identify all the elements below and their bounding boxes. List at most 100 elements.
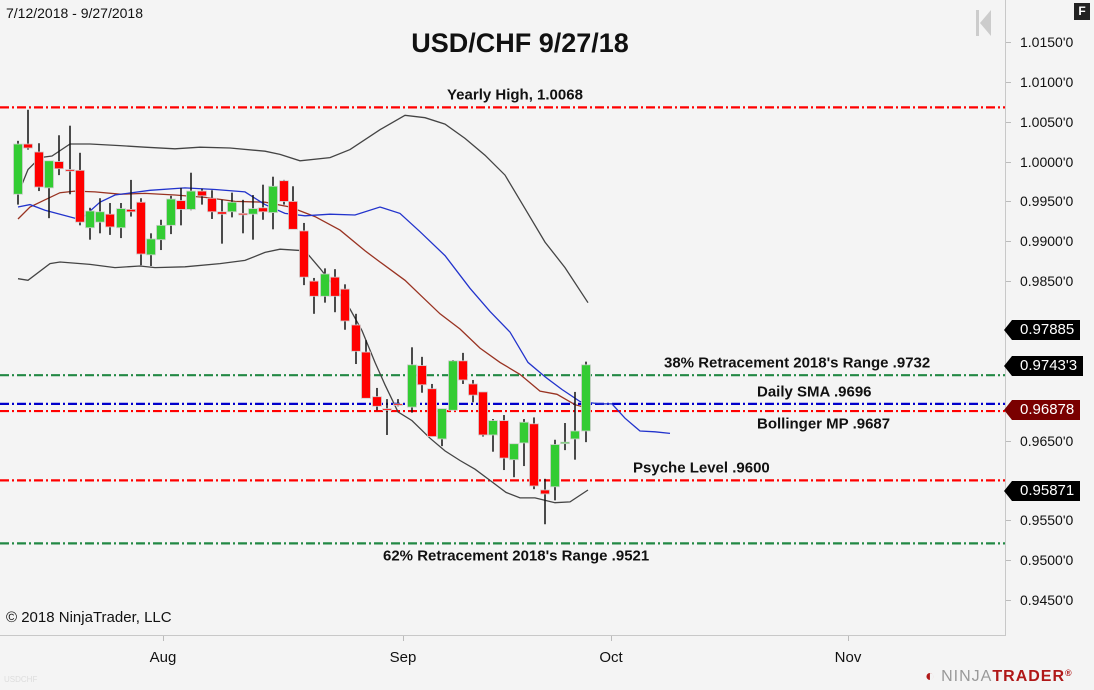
candle-down [238, 212, 248, 216]
candle-up [320, 273, 330, 297]
candle-up [570, 430, 580, 440]
instrument-watermark: USDCHF [4, 675, 38, 684]
candle-up [13, 143, 23, 195]
candle-down [361, 351, 371, 399]
price-chart[interactable] [0, 0, 1006, 636]
candle-up [44, 160, 54, 189]
candle-down [382, 408, 392, 411]
candle-up [437, 408, 447, 440]
candle-up [488, 420, 498, 436]
candle-down [288, 201, 298, 230]
level-label: 38% Retracement 2018's Range .9732 [664, 354, 931, 372]
y-tick-label: 1.0000'0 [1020, 153, 1074, 170]
y-tick-mark [1006, 440, 1011, 442]
candle-down [340, 288, 350, 322]
candle-up [116, 208, 126, 229]
indicator-line [17, 248, 589, 504]
y-tick-mark [1006, 560, 1011, 562]
candle-down [217, 211, 227, 215]
candle-up [186, 190, 196, 210]
candle-up [519, 421, 529, 444]
y-tick-label: 1.0100'0 [1020, 73, 1074, 90]
y-tick-mark [1006, 42, 1011, 43]
candle-down [309, 280, 319, 297]
y-tick-label: 1.0150'0 [1020, 34, 1074, 50]
chart-title: USD/CHF 9/27/18 [411, 28, 629, 58]
level-label: Bollinger MP .9687 [757, 415, 891, 433]
f-button[interactable]: F [1074, 3, 1090, 20]
logo-text-trader: TRADER [992, 668, 1066, 685]
x-tick-mark [403, 636, 404, 641]
candle-down [23, 143, 33, 149]
candle-up [166, 198, 176, 226]
y-tick-label: 0.9450'0 [1020, 591, 1074, 608]
x-tick-label: Sep [389, 649, 417, 666]
candle-up [248, 208, 258, 215]
candle-up [581, 364, 591, 432]
candle-down [126, 208, 136, 213]
price-marker: 0.97885 [1003, 320, 1081, 341]
y-tick-label: 0.9650'0 [1020, 432, 1074, 449]
x-tick-label: Nov [834, 649, 862, 666]
candle-down [65, 169, 75, 172]
y-tick-label: 0.9900'0 [1020, 233, 1074, 250]
candle-up [550, 444, 560, 488]
candle-up [156, 224, 166, 241]
price-marker: 0.96878 [1003, 400, 1081, 421]
candle-down [258, 207, 268, 213]
candle-down [299, 230, 309, 278]
level-label: Daily SMA .9696 [757, 383, 872, 401]
scroll-to-start-icon[interactable] [976, 10, 992, 41]
candle-up [95, 211, 105, 223]
candle-down [458, 360, 468, 381]
date-range: 7/12/2018 - 9/27/2018 [6, 5, 144, 21]
y-tick-label: 1.0050'0 [1020, 113, 1074, 130]
candle-down [529, 423, 539, 487]
y-tick-mark [1006, 520, 1011, 522]
level-label: Yearly High, 1.0068 [447, 86, 583, 104]
indicator-line [17, 114, 589, 304]
candle-down [54, 161, 64, 170]
candle-down [351, 324, 361, 352]
candle-down [136, 201, 146, 255]
candle-down [478, 391, 488, 436]
candle-down [372, 396, 382, 407]
candle-down [34, 151, 44, 188]
y-tick-mark [1006, 81, 1011, 83]
x-tick-label: Oct [599, 649, 623, 666]
candle-up [146, 238, 156, 256]
candle-up [268, 185, 278, 213]
candle-down [427, 388, 437, 437]
x-tick-mark [163, 636, 164, 641]
candle-up [85, 210, 95, 229]
level-label: 62% Retracement 2018's Range .9521 [383, 547, 650, 565]
candle-down [393, 403, 403, 406]
y-tick-mark [1006, 121, 1011, 123]
candle-down [75, 169, 85, 223]
y-tick-label: 0.9850'0 [1020, 273, 1074, 290]
x-tick-mark [611, 636, 612, 641]
y-tick-mark [1006, 241, 1011, 243]
candle-up [448, 360, 458, 411]
candle-up [227, 201, 237, 213]
x-tick-label: Aug [149, 649, 177, 666]
y-tick-label: 0.9500'0 [1020, 552, 1074, 569]
candle-down [499, 420, 509, 459]
logo-icon: ◐ [925, 668, 936, 685]
candle-down [468, 383, 478, 396]
y-tick-label: 0.9950'0 [1020, 193, 1074, 210]
candle-down [330, 276, 340, 297]
x-tick-mark [848, 636, 849, 641]
y-tick-mark [1006, 201, 1011, 203]
candle-up [407, 364, 417, 408]
candle-down [207, 197, 217, 213]
y-tick-mark [1006, 281, 1011, 283]
level-label: Psyche Level .9600 [633, 459, 770, 477]
candle-down [197, 190, 207, 197]
logo-text-ninja: NINJA [941, 668, 993, 685]
price-marker: 0.95871 [1003, 480, 1081, 501]
candle-down [176, 200, 186, 210]
y-tick-mark [1006, 599, 1011, 601]
candle-down [540, 489, 550, 495]
copyright-text: © 2018 NinjaTrader, LLC [6, 609, 172, 626]
